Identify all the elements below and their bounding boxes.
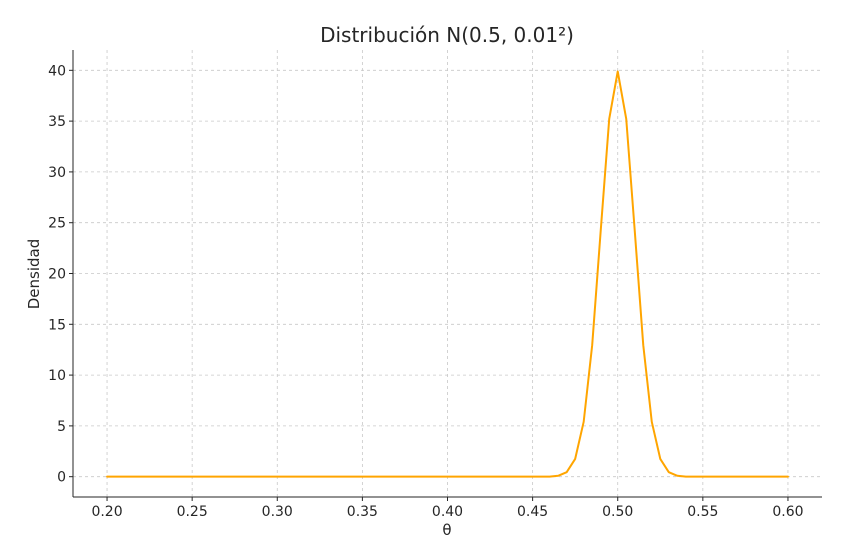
y-tick-label: 35 bbox=[48, 114, 66, 130]
y-tick-label: 20 bbox=[48, 267, 66, 283]
x-tick-label: 0.35 bbox=[347, 504, 378, 520]
y-tick-label: 40 bbox=[48, 63, 66, 79]
y-tick-label: 30 bbox=[48, 165, 66, 181]
x-tick-label: 0.30 bbox=[262, 504, 293, 520]
x-tick-label: 0.20 bbox=[91, 504, 122, 520]
series bbox=[106, 70, 789, 478]
y-tick-label: 10 bbox=[48, 368, 66, 384]
x-tick-label: 0.45 bbox=[517, 504, 548, 520]
x-tick-label: 0.25 bbox=[177, 504, 208, 520]
y-tick-label: 0 bbox=[57, 470, 66, 486]
y-ticks: 0 5 10 15 20 25 30 35 40 bbox=[48, 63, 73, 486]
x-tick-label: 0.40 bbox=[432, 504, 463, 520]
y-tick-label: 15 bbox=[48, 317, 66, 333]
y-tick-label: 5 bbox=[57, 419, 66, 435]
x-tick-label: 0.50 bbox=[602, 504, 633, 520]
chart-title: Distribución N(0.5, 0.01²) bbox=[320, 23, 574, 47]
x-tick-label: 0.60 bbox=[772, 504, 803, 520]
x-axis-label: θ bbox=[442, 521, 451, 539]
grid bbox=[73, 50, 822, 497]
density-line bbox=[106, 70, 789, 478]
y-axis-label: Densidad bbox=[25, 239, 43, 310]
x-tick-label: 0.55 bbox=[687, 504, 718, 520]
x-ticks: 0.20 0.25 0.30 0.35 0.40 0.45 0.50 0.55 0.60 bbox=[91, 497, 804, 520]
y-tick-label: 25 bbox=[48, 216, 66, 232]
